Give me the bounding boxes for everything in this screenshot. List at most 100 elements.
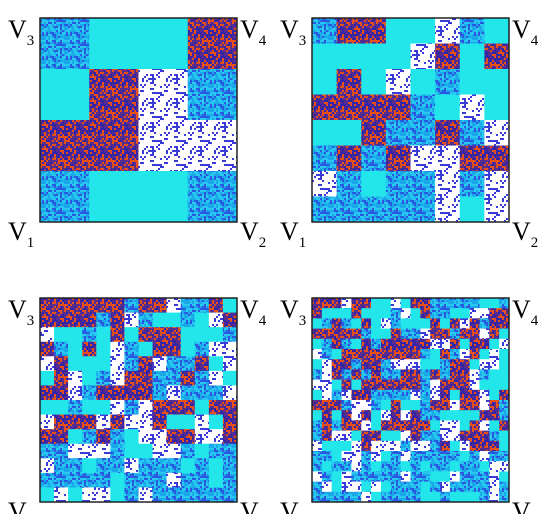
block <box>430 349 440 360</box>
block <box>391 329 401 340</box>
block <box>411 400 421 411</box>
block <box>489 318 499 329</box>
block <box>479 369 489 380</box>
block <box>96 487 110 502</box>
block <box>322 471 332 482</box>
block <box>484 120 509 146</box>
block <box>124 444 138 459</box>
block <box>195 313 209 328</box>
block <box>351 298 361 309</box>
block <box>337 69 362 95</box>
block <box>312 359 322 370</box>
block <box>371 298 381 309</box>
block <box>54 342 68 357</box>
block <box>450 359 460 370</box>
block <box>54 313 68 328</box>
block <box>351 441 361 452</box>
block <box>153 415 167 430</box>
block <box>153 473 167 488</box>
block <box>420 349 430 360</box>
block <box>361 492 371 503</box>
block <box>167 415 181 430</box>
block <box>54 415 68 430</box>
vertex-letter: V <box>240 217 259 246</box>
block <box>181 327 195 342</box>
block <box>209 356 223 371</box>
block <box>460 308 470 319</box>
block <box>342 431 352 442</box>
block <box>420 471 430 482</box>
block <box>96 313 110 328</box>
block <box>450 431 460 442</box>
block <box>40 473 54 488</box>
block <box>470 461 480 472</box>
block <box>460 44 485 70</box>
vertex-index: 4 <box>259 313 267 329</box>
block <box>332 390 342 401</box>
block <box>391 410 401 421</box>
block <box>312 298 322 309</box>
block <box>82 371 96 386</box>
block <box>351 390 361 401</box>
block <box>351 349 361 360</box>
block <box>440 339 450 350</box>
block <box>470 298 480 309</box>
block <box>391 318 401 329</box>
block <box>209 327 223 342</box>
block <box>430 298 440 309</box>
block <box>209 444 223 459</box>
block <box>139 18 189 69</box>
block <box>139 400 153 415</box>
block <box>450 471 460 482</box>
heatmap-panel <box>40 18 237 222</box>
block <box>82 313 96 328</box>
vertex-label: V3 <box>8 295 34 329</box>
block <box>68 487 82 502</box>
block <box>322 349 332 360</box>
block <box>420 359 430 370</box>
block <box>401 390 411 401</box>
block <box>312 400 322 411</box>
block <box>460 318 470 329</box>
vertex-index: 3 <box>27 33 35 49</box>
block <box>460 298 470 309</box>
block <box>420 410 430 421</box>
block <box>440 482 450 493</box>
block <box>430 471 440 482</box>
block <box>401 349 411 360</box>
block <box>489 390 499 401</box>
block <box>167 400 181 415</box>
block <box>381 441 391 452</box>
block <box>40 342 54 357</box>
block <box>479 390 489 401</box>
block <box>411 120 436 146</box>
block <box>420 400 430 411</box>
block <box>391 390 401 401</box>
vertex-letter: V <box>512 295 531 324</box>
block <box>381 492 391 503</box>
block <box>361 349 371 360</box>
vertex-label: V1 <box>280 217 306 251</box>
block <box>435 171 460 197</box>
block <box>470 380 480 391</box>
block <box>124 298 138 313</box>
block <box>479 380 489 391</box>
block <box>381 298 391 309</box>
block <box>188 171 238 222</box>
block <box>440 349 450 360</box>
block <box>153 429 167 444</box>
vertex-label: V2 <box>240 497 266 514</box>
block <box>411 146 436 172</box>
block <box>391 369 401 380</box>
block <box>479 410 489 421</box>
vertex-label: V4 <box>512 15 539 49</box>
block <box>167 371 181 386</box>
block <box>470 359 480 370</box>
block <box>342 492 352 503</box>
block <box>450 461 460 472</box>
block <box>489 461 499 472</box>
block <box>361 482 371 493</box>
vertex-label: V4 <box>240 295 267 329</box>
block <box>312 308 322 319</box>
block <box>420 339 430 350</box>
